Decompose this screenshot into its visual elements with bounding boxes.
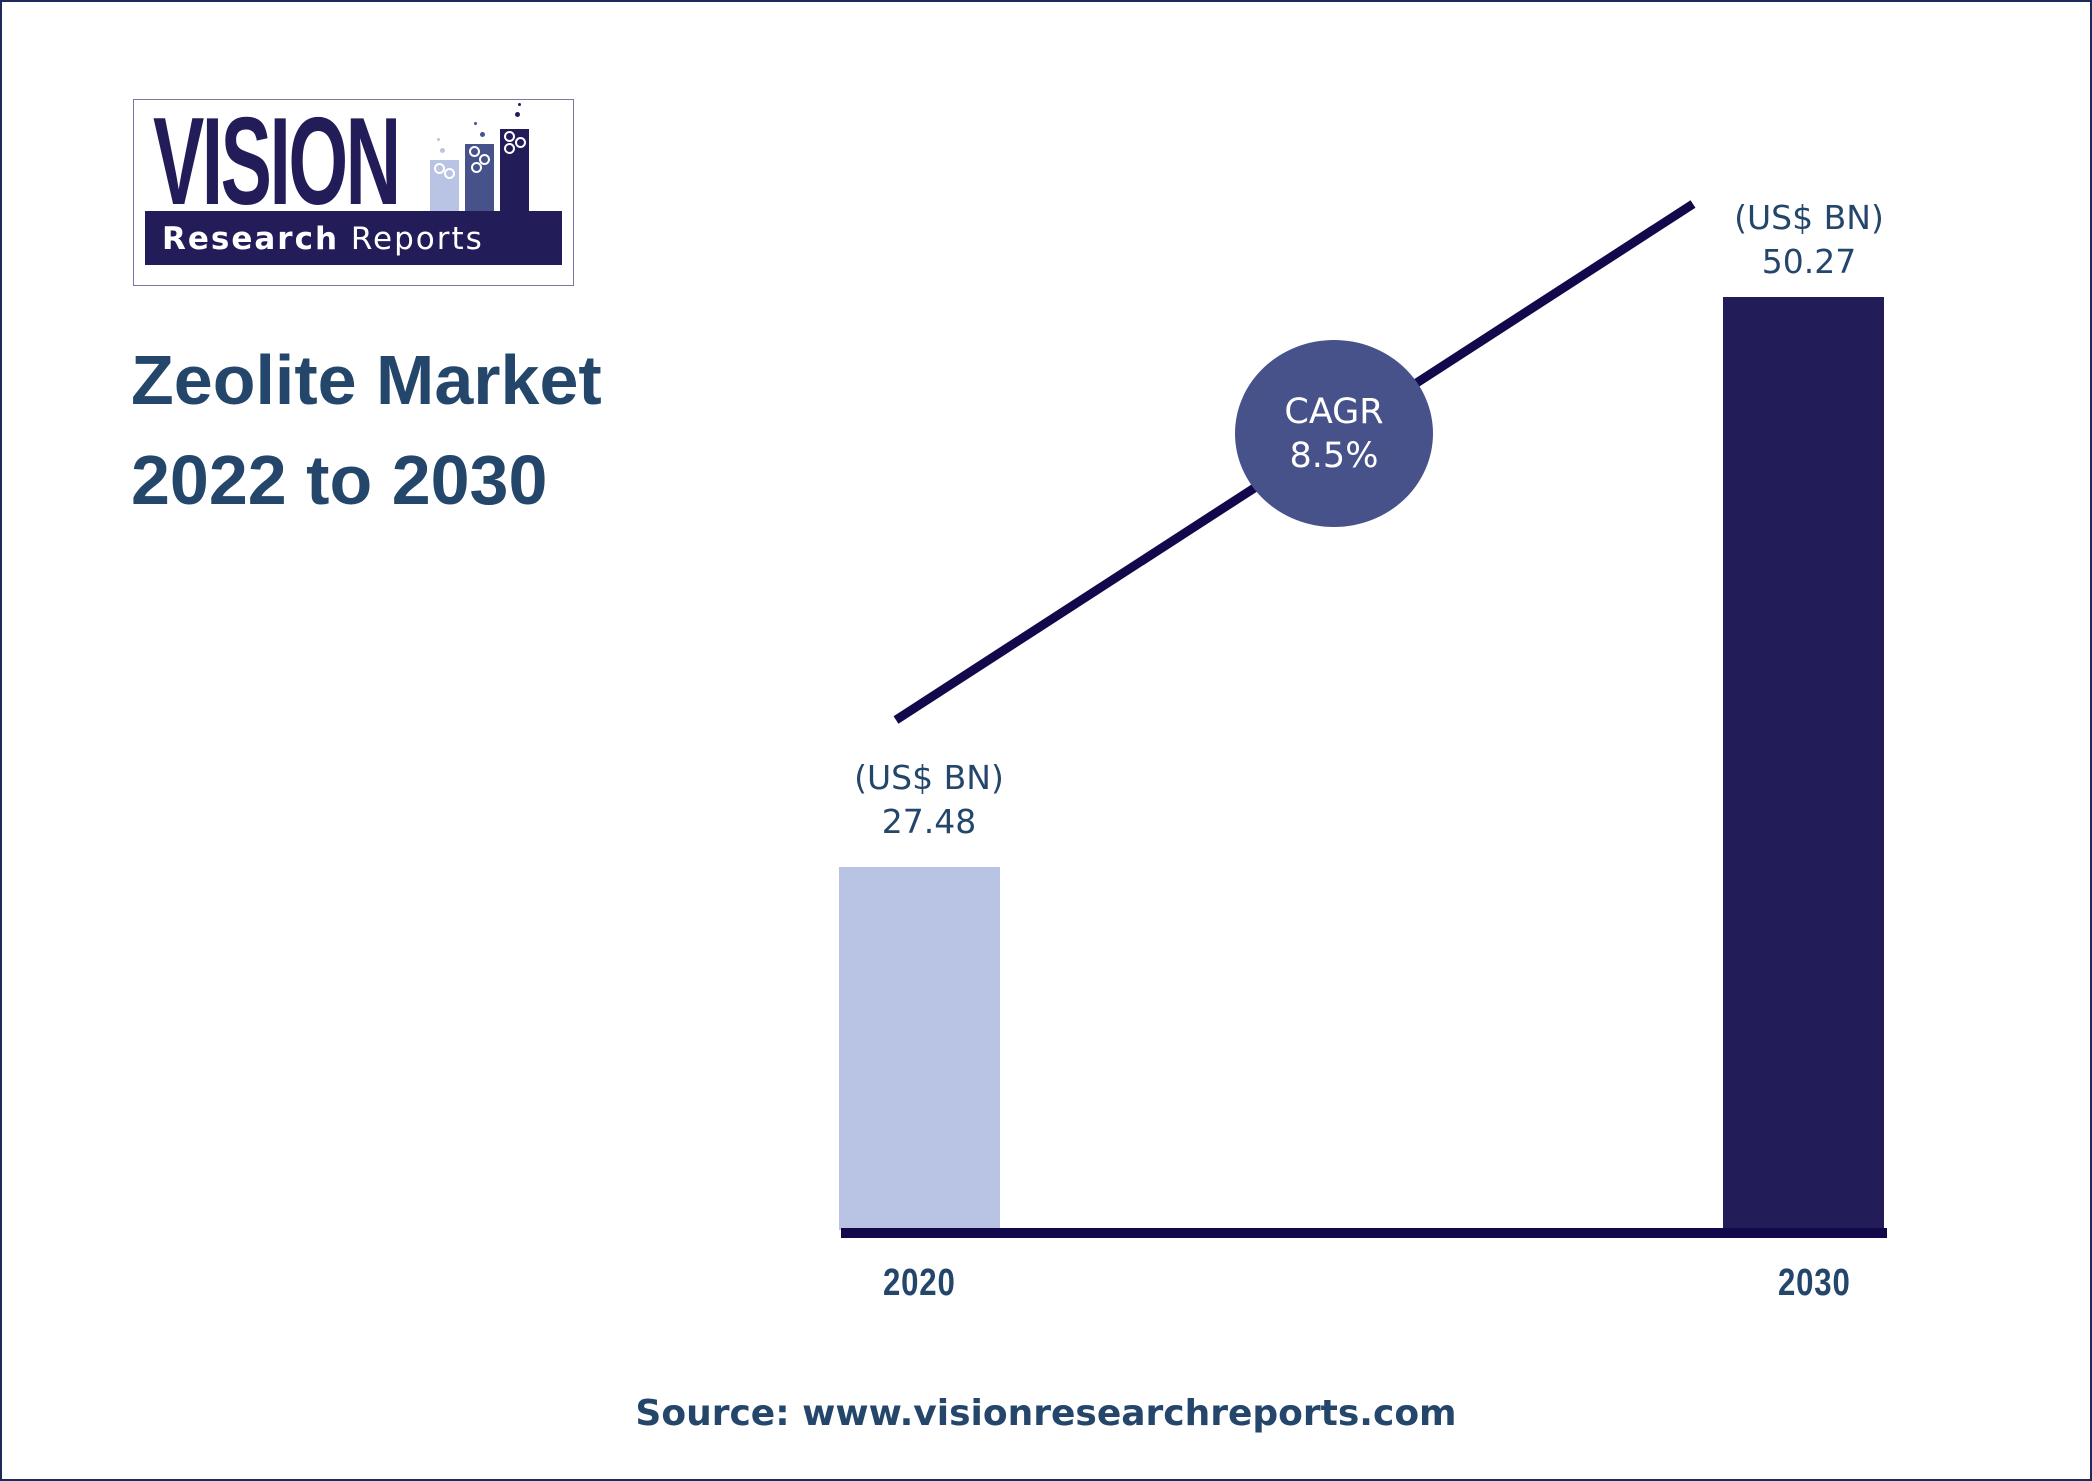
vision-research-reports-logo: VISION Research Reports [133, 99, 574, 286]
bar-unit: (US$ BN) [1734, 198, 1884, 237]
x-tick-2030: 2030 [1778, 1262, 1851, 1304]
bar-value-label-2030: (US$ BN) 50.27 [1689, 196, 1929, 284]
cagr-badge: CAGR 8.5% [1235, 340, 1433, 527]
bar-2030 [1723, 297, 1884, 1230]
logo-banner: Research Reports [145, 211, 562, 265]
cagr-label: CAGR [1284, 391, 1384, 432]
bar-unit: (US$ BN) [854, 758, 1004, 797]
logo-subtitle: Research Reports [162, 221, 484, 257]
bar-value: 50.27 [1761, 242, 1857, 281]
title-line-1: Zeolite Market [131, 341, 602, 419]
logo-brand-text: VISION [153, 93, 401, 231]
logo-bubble [518, 103, 521, 106]
title-line-2: 2022 to 2030 [131, 441, 548, 519]
x-axis-line [841, 1228, 1887, 1238]
page-title: Zeolite Market 2022 to 2030 [131, 330, 602, 530]
x-tick-2020: 2020 [883, 1262, 956, 1304]
logo-bubble [474, 122, 477, 125]
logo-sub-light: Reports [350, 221, 484, 257]
logo-bar-dark [500, 129, 529, 212]
source-credit: Source: www.visionresearchreports.com [635, 1393, 1457, 1434]
logo-bubble [437, 138, 440, 141]
logo-bubble [480, 132, 485, 137]
logo-bar-light [430, 160, 459, 212]
logo-bubble [440, 148, 445, 153]
bar-2020 [839, 867, 1000, 1230]
logo-bar-mid [465, 144, 494, 212]
bar-value-label-2020: (US$ BN) 27.48 [809, 756, 1049, 844]
logo-bubble [515, 112, 520, 117]
bar-value: 27.48 [881, 802, 977, 841]
logo-sub-bold: Research [162, 221, 340, 257]
cagr-value: 8.5% [1289, 435, 1379, 476]
